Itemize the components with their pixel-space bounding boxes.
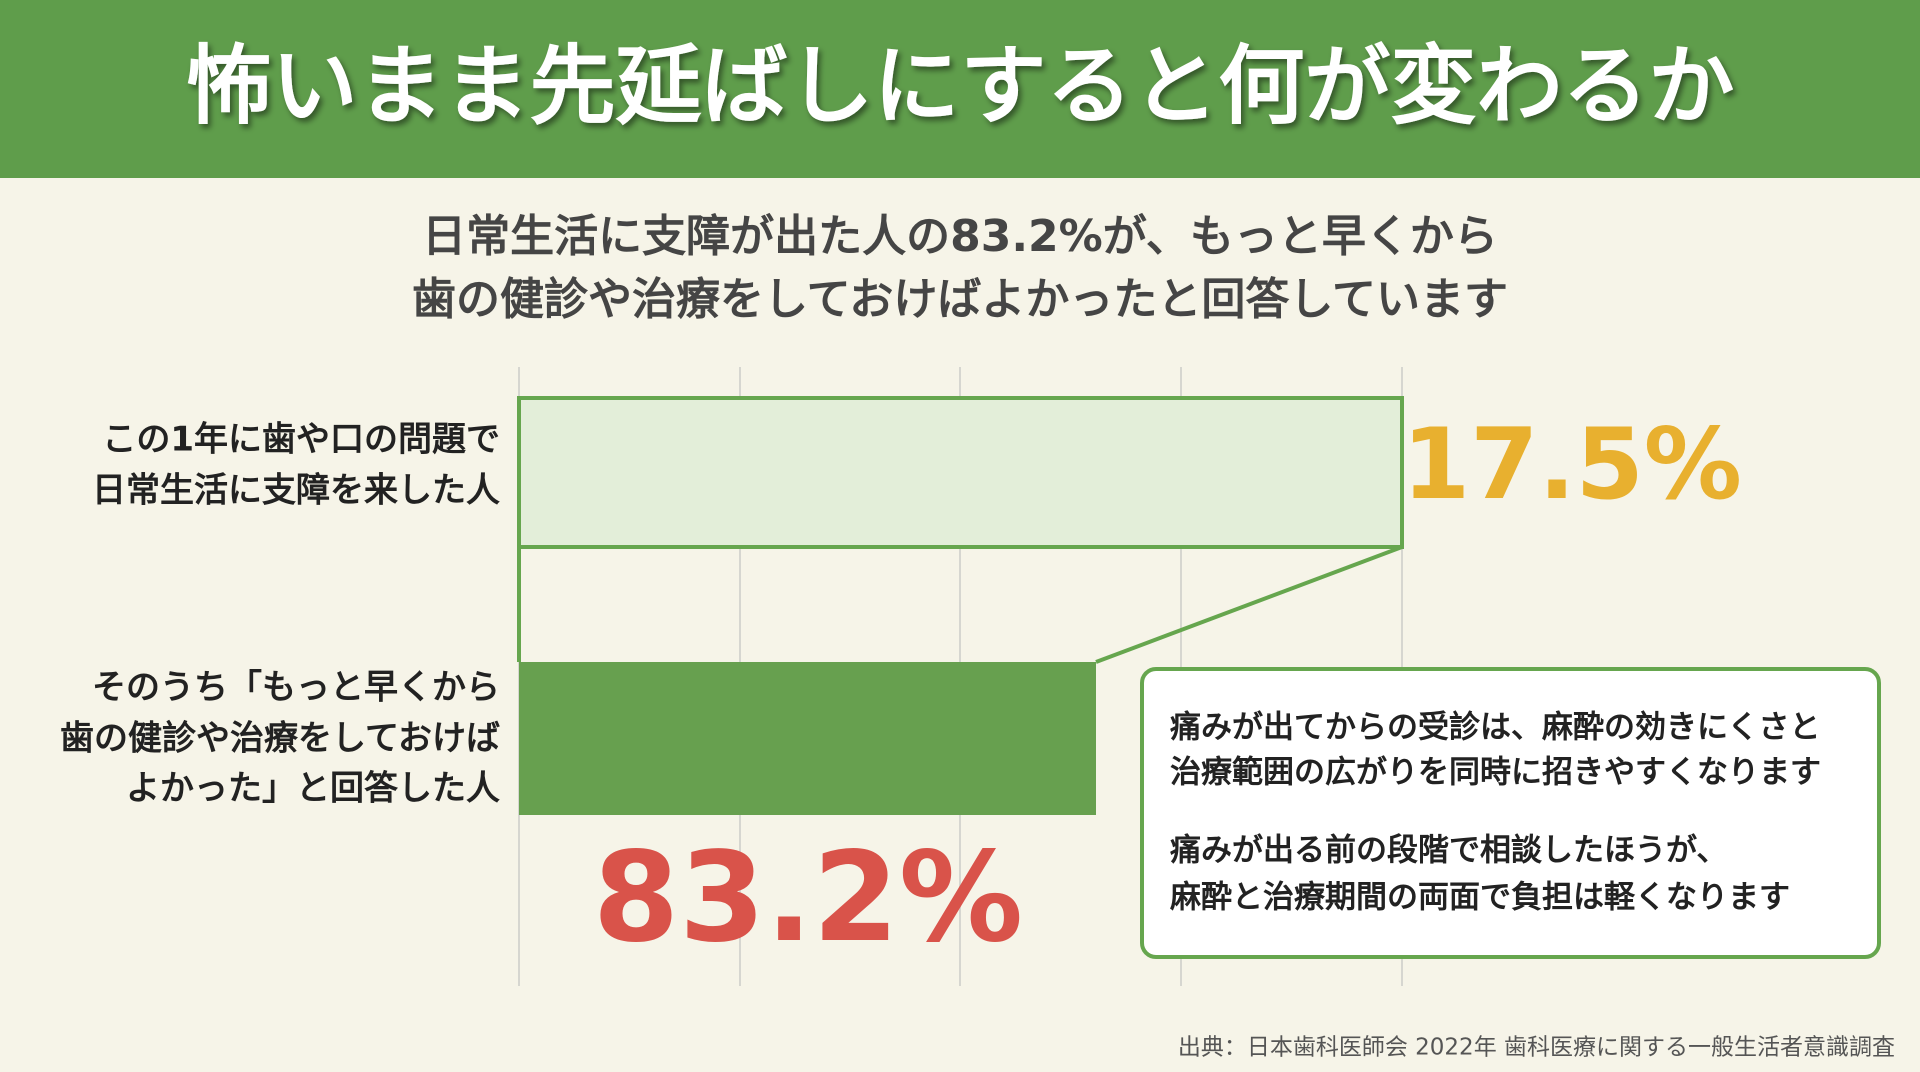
bar: [517, 396, 1404, 549]
note-box: [1140, 667, 1881, 959]
subtitle: 日常生活に支障が出た人の83.2%が、もっと早くから: [422, 211, 1498, 262]
value-label: 17.5%: [1402, 408, 1742, 522]
title: 怖いまま先延ばしにすると何が変わるか: [186, 36, 1735, 136]
subtitle: 歯の健診や治療をしておけばよかったと回答しています: [412, 274, 1508, 325]
note-text: 麻酔と治療期間の両面で負担は軽くなります: [1170, 880, 1790, 916]
value-label: 83.2%: [593, 826, 1023, 970]
row-label: この1年に歯や口の問題で: [102, 420, 500, 460]
header-bar: [0, 0, 1920, 178]
bar: [519, 662, 1096, 815]
note-text: 痛みが出る前の段階で相談したほうが、: [1170, 833, 1727, 869]
connector: [1095, 545, 1403, 664]
source: 出典：日本歯科医師会 2022年 歯科医療に関する一般生活者意識調査: [1178, 1035, 1895, 1061]
row-label: 歯の健診や治療をしておけば: [60, 719, 500, 759]
row-label: よかった」と回答した人: [126, 769, 500, 809]
row-label: そのうち「もっと早くから: [92, 668, 500, 708]
row-label: 日常生活に支障を来した人: [92, 471, 500, 511]
note-text: 治療範囲の広がりを同時に招きやすくなります: [1170, 755, 1821, 791]
note-text: 痛みが出てからの受診は、麻酔の効きにくさと: [1170, 710, 1820, 746]
